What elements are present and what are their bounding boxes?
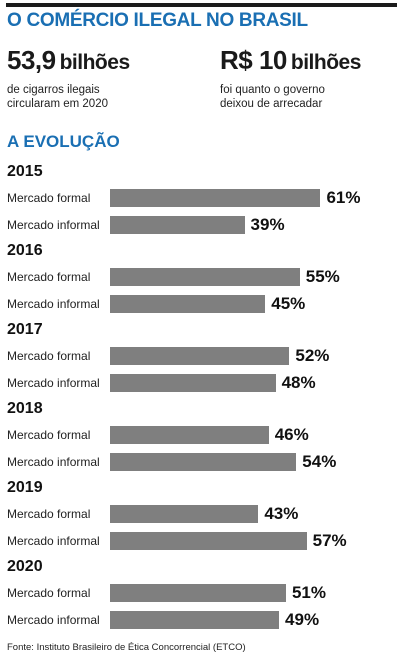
row-label: Mercado informal — [7, 613, 100, 627]
page-title: O COMÉRCIO ILEGAL NO BRASIL — [7, 10, 308, 31]
source-note: Fonte: Instituto Brasileiro de Ética Con… — [7, 642, 246, 653]
bar — [110, 189, 321, 207]
value-label: 46% — [274, 425, 309, 444]
value-label: 48% — [281, 373, 316, 392]
stat-cigarettes-figure: 53,9 bilhões — [7, 46, 197, 77]
bar — [110, 505, 259, 523]
year-label: 2016 — [7, 242, 43, 259]
row-label: Mercado informal — [7, 376, 100, 390]
year-label: 2017 — [7, 321, 43, 338]
value-label: 61% — [326, 188, 361, 207]
row-label: Mercado informal — [7, 455, 100, 469]
row-label: Mercado formal — [7, 507, 91, 521]
bar — [110, 453, 297, 471]
bar — [110, 216, 245, 234]
value-label: 52% — [295, 346, 330, 365]
row-label: Mercado informal — [7, 218, 100, 232]
section-title: A EVOLUÇÃO — [7, 132, 120, 151]
stat-cigarettes-unit: bilhões — [59, 51, 131, 74]
stat-tax-loss-figure: R$ 10 bilhões — [220, 46, 400, 77]
bar — [110, 295, 266, 313]
stat-tax-loss-desc: foi quanto o governo deixou de arrecadar — [220, 83, 400, 111]
year-label: 2018 — [7, 400, 43, 417]
value-label: 55% — [305, 267, 340, 286]
bar — [110, 611, 280, 629]
row-label: Mercado formal — [7, 349, 91, 363]
stat-tax-loss-unit: bilhões — [290, 51, 362, 74]
bar — [110, 426, 269, 444]
year-label: 2019 — [7, 479, 43, 496]
year-label: 2015 — [7, 163, 43, 180]
row-label: Mercado formal — [7, 428, 91, 442]
stat-tax-loss-desc-line: foi quanto o governo — [220, 84, 325, 96]
value-label: 39% — [250, 215, 285, 234]
top-rule — [6, 3, 397, 7]
stat-cigarettes-desc-line: de cigarros ilegais — [7, 84, 100, 96]
stat-tax-loss-desc-line: deixou de arrecadar — [220, 98, 323, 110]
row-label: Mercado informal — [7, 297, 100, 311]
value-label: 45% — [271, 294, 306, 313]
bar — [110, 374, 276, 392]
stat-cigarettes: 53,9 bilhões de cigarros ilegais circular… — [7, 46, 197, 111]
stat-cigarettes-desc: de cigarros ilegais circularam em 2020 — [7, 83, 197, 111]
bar — [110, 268, 300, 286]
row-label: Mercado formal — [7, 191, 91, 205]
value-label: 57% — [312, 531, 347, 550]
row-label: Mercado informal — [7, 534, 100, 548]
value-label: 54% — [302, 452, 337, 471]
value-label: 43% — [264, 504, 299, 523]
stat-cigarettes-desc-line: circularam em 2020 — [7, 98, 108, 110]
bar — [110, 347, 290, 365]
row-label: Mercado formal — [7, 586, 91, 600]
stat-tax-loss-value: R$ 10 — [220, 45, 287, 75]
stat-cigarettes-value: 53,9 — [7, 45, 56, 75]
year-label: 2020 — [7, 558, 43, 575]
bar — [110, 532, 307, 550]
bar — [110, 584, 286, 602]
row-label: Mercado formal — [7, 270, 91, 284]
value-label: 49% — [285, 610, 320, 629]
value-label: 51% — [291, 583, 326, 602]
stat-tax-loss: R$ 10 bilhões foi quanto o governo deixou… — [220, 46, 400, 111]
